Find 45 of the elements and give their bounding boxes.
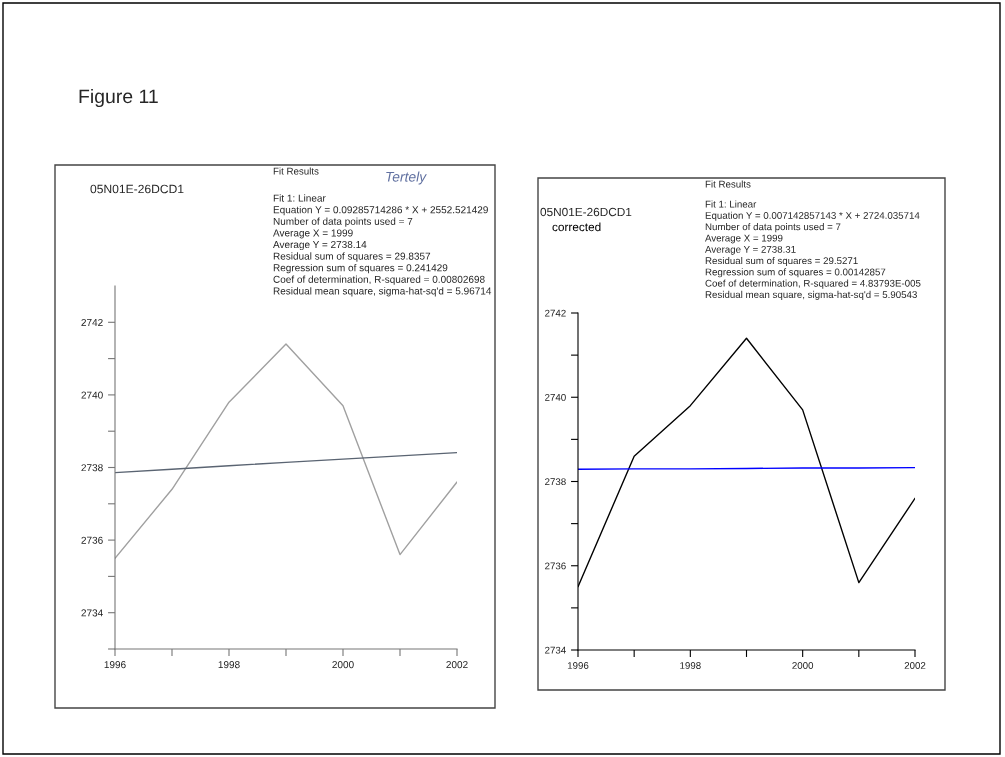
y-tick-label: 2734 xyxy=(81,609,103,617)
y-tick-label: 2742 xyxy=(81,318,103,326)
text: Equation Y = 0.007142857143 * X + 2724.035714 xyxy=(705,211,920,221)
text: Residual sum of squares = 29.8357 xyxy=(273,252,431,262)
x-tick-label: 1998 xyxy=(218,661,240,669)
text: Fit 1: Linear xyxy=(705,200,757,208)
x-tick-label: 2000 xyxy=(792,662,814,669)
text: Average X = 1999 xyxy=(273,229,353,239)
x-tick-label: 1998 xyxy=(680,662,701,669)
text: Fit Results xyxy=(705,180,751,188)
y-tick-label: 2738 xyxy=(81,464,103,472)
x-tick-label: 2002 xyxy=(904,662,926,669)
chart-subtitle: Tertely xyxy=(386,171,427,185)
text: Number of data points used = 7 xyxy=(273,217,413,227)
text: Average Y = 2738.31 xyxy=(705,245,796,255)
text: Residual sum of squares = 29.5271 xyxy=(705,256,858,267)
text: Coef of determination, R-squared = 0.00802698 xyxy=(273,275,485,285)
chart-subtitle: corrected xyxy=(552,222,601,232)
x-tick-label: 1996 xyxy=(567,662,589,669)
text: Average Y = 2738.14 xyxy=(273,241,367,251)
y-tick-label: 2740 xyxy=(545,393,566,401)
text: Regression sum of squares = 0.00142857 xyxy=(705,268,886,278)
text: Coef of determination, R-squared = 4.83793E-005 xyxy=(705,279,921,289)
text: Fit Results xyxy=(273,167,319,175)
text: Average X = 1999 xyxy=(705,234,783,244)
y-tick-label: 2736 xyxy=(545,562,566,570)
y-tick-label: 2736 xyxy=(81,536,103,544)
y-tick-label: 2734 xyxy=(545,646,566,654)
annotation: Residual mean square, sigma-hat-sq'd = 5.96714 xyxy=(273,287,492,297)
y-tick-label: 2740 xyxy=(81,391,103,399)
line-series xyxy=(115,451,457,474)
text: Equation Y = 0.09285714286 * X + 2552.521429 xyxy=(273,205,488,216)
text: Number of data points used = 7 xyxy=(705,223,841,233)
chart-title: 05N01E-26DCD1 xyxy=(90,184,184,194)
x-tick-label: 2000 xyxy=(332,661,354,669)
text: Residual mean square, sigma-hat-sq'd = 5.90543 xyxy=(705,290,917,300)
x-tick-label: 2002 xyxy=(446,661,468,669)
y-tick-label: 2742 xyxy=(545,309,566,317)
chart-title: 05N01E-26DCD1 xyxy=(540,207,632,217)
y-tick-label: 2738 xyxy=(545,478,566,486)
text: Fit 1: Linear xyxy=(273,194,326,202)
text: Regression sum of squares = 0.241429 xyxy=(273,263,448,274)
caption: Figure 11 xyxy=(79,88,158,108)
x-tick-label: 1996 xyxy=(104,661,126,669)
line-series xyxy=(115,343,457,559)
